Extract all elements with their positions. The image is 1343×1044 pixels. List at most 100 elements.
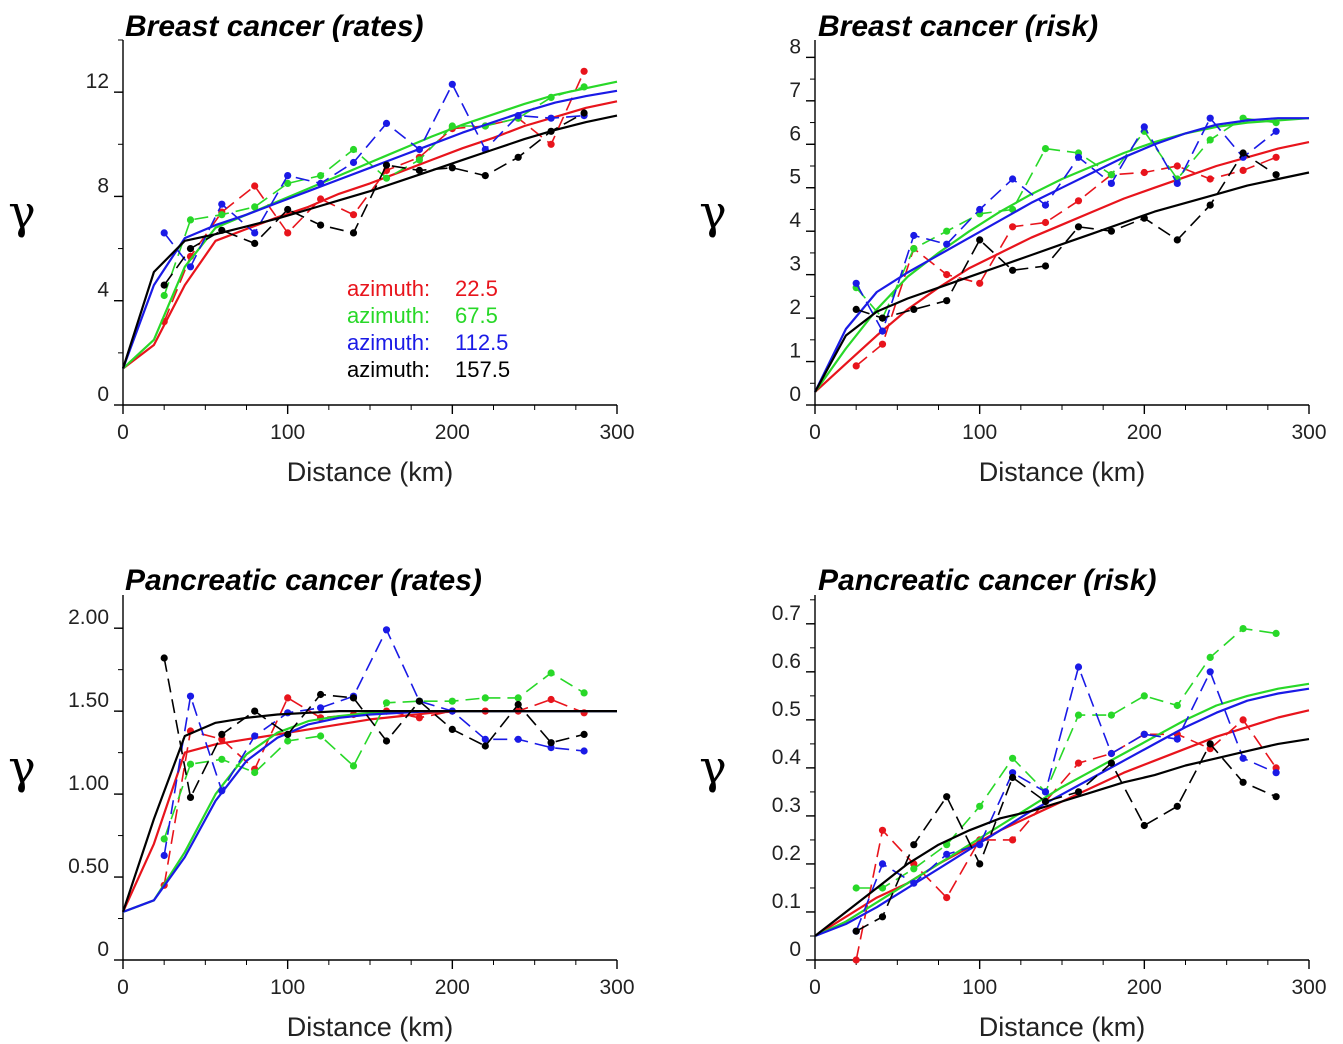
data-point [514, 700, 522, 709]
x-tick-label: 300 [1291, 976, 1326, 999]
data-point [1239, 778, 1247, 786]
chart-title: Pancreatic cancer (risk) [818, 564, 1157, 597]
y-tick-label: 0 [789, 383, 801, 406]
data-point [852, 305, 860, 313]
data-point [1206, 136, 1214, 144]
data-point [382, 119, 391, 127]
empirical-line-157.5 [163, 657, 585, 800]
data-point [1239, 166, 1247, 174]
data-point [1140, 730, 1148, 738]
chart-panel-2: Breast cancer (risk) 0 100 200 300 0 1 2 3 4 5 6 7 8 D… [699, 10, 1326, 487]
data-point [910, 841, 918, 849]
data-point [580, 689, 588, 697]
data-point [1239, 716, 1247, 724]
x-tick-label: 0 [117, 976, 129, 999]
data-point [160, 654, 168, 662]
series-157.5 [121, 654, 617, 913]
y-tick-label: 0.3 [772, 794, 801, 817]
series-67.5 [814, 114, 1310, 393]
y-tick-label: 0.4 [772, 746, 802, 769]
x-tick-label: 100 [962, 421, 997, 444]
legend-value: 22.5 [455, 276, 498, 301]
data-point [1041, 218, 1050, 227]
empirical-line-157.5 [163, 112, 585, 286]
data-point [852, 279, 860, 287]
data-point [317, 732, 325, 740]
data-point [186, 245, 195, 253]
data-point [160, 851, 168, 860]
y-tick-label: 1.50 [68, 689, 109, 712]
data-point [218, 755, 226, 763]
legend: azimuth: 22.5 azimuth: 67.5 azimuth: 112.5 azi… [347, 276, 510, 382]
data-point [514, 694, 522, 702]
data-point [1074, 153, 1083, 161]
data-point [415, 156, 423, 164]
data-point [547, 127, 555, 135]
y-tick-label: 0 [789, 938, 801, 961]
data-point [943, 227, 951, 235]
y-tick-label: 0.1 [772, 890, 801, 913]
fit-curve-67.5 [814, 117, 1310, 393]
data-point [1009, 773, 1017, 782]
data-point [1140, 821, 1148, 830]
empirical-line-112.5 [855, 116, 1277, 334]
empirical-line-22.5 [855, 718, 1277, 961]
legend-label: azimuth: [347, 303, 430, 328]
fit-curve-157.5 [814, 738, 1310, 937]
data-point [852, 884, 860, 892]
fit-curve-67.5 [814, 682, 1310, 937]
data-point [186, 692, 195, 700]
y-tick-label: 8 [789, 35, 801, 58]
series-157.5 [814, 149, 1310, 393]
data-point [878, 826, 887, 834]
data-point [251, 239, 259, 247]
data-point [976, 841, 984, 849]
data-point [878, 913, 887, 921]
data-point [186, 793, 195, 802]
data-point [1173, 179, 1181, 187]
data-point [448, 80, 456, 88]
data-point [251, 182, 259, 190]
data-point [1074, 788, 1083, 796]
data-point [415, 714, 423, 722]
data-point [251, 229, 259, 237]
data-point [1206, 668, 1214, 676]
data-point [218, 730, 226, 739]
data-point [415, 145, 423, 154]
data-point [943, 297, 951, 305]
data-point [1173, 735, 1181, 743]
data-point [976, 279, 984, 287]
data-point [1272, 171, 1280, 179]
data-point [448, 725, 456, 734]
x-tick-label: 200 [1127, 421, 1162, 444]
data-point [317, 172, 325, 180]
data-point [910, 865, 918, 873]
data-point [976, 205, 984, 214]
data-point [317, 221, 325, 229]
data-point [1239, 754, 1247, 762]
fit-curve-112.5 [814, 687, 1310, 938]
data-point [481, 742, 489, 750]
data-point [382, 174, 391, 182]
data-point [349, 145, 358, 154]
chart-panel-4: Pancreatic cancer (risk) 0 100 200 300 0 0.1 0.… [699, 564, 1326, 1042]
data-point [218, 211, 226, 219]
data-point [186, 216, 195, 224]
data-point [1206, 740, 1214, 748]
data-point [284, 229, 292, 237]
empirical-line-22.5 [855, 156, 1277, 367]
empirical-line-112.5 [163, 627, 585, 856]
data-point [1206, 201, 1214, 209]
series-157.5 [121, 109, 618, 369]
y-tick-label: 0 [97, 383, 109, 406]
legend-value: 112.5 [455, 330, 508, 355]
data-point [284, 172, 292, 180]
x-axis-label: Distance (km) [979, 457, 1146, 487]
y-tick-label: 4 [97, 279, 109, 302]
y-tick-label: 0.7 [772, 602, 801, 625]
fit-curve-22.5 [121, 709, 617, 913]
data-point [349, 211, 358, 219]
data-point [1009, 754, 1017, 762]
y-tick-label: 0.2 [772, 842, 801, 865]
data-point [943, 240, 951, 248]
